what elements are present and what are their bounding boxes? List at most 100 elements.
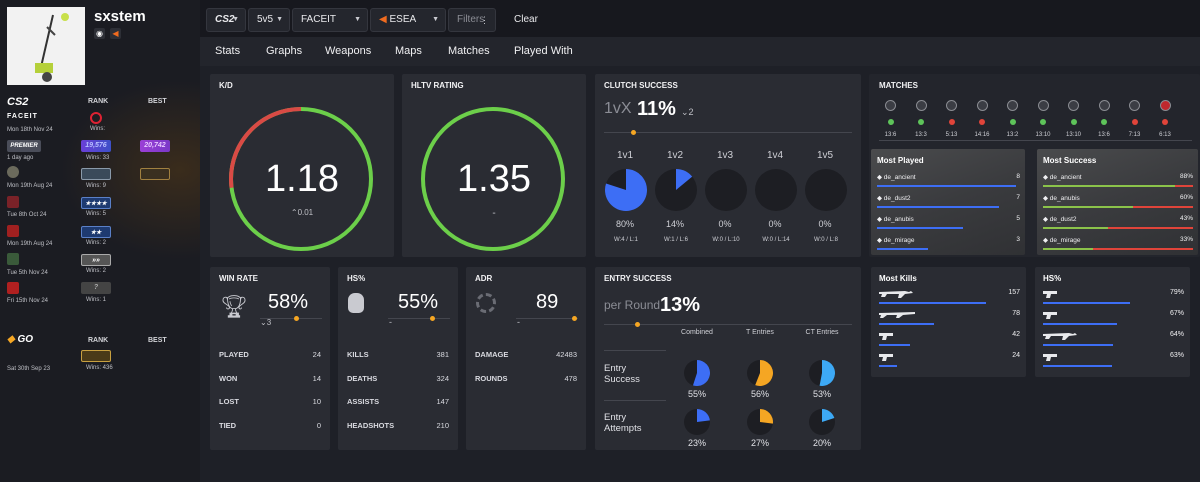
- map-row[interactable]: ◆ de_ancient 8: [877, 173, 1020, 187]
- map-value: 33%: [1179, 236, 1193, 243]
- clutch-pct: 0%: [718, 219, 732, 229]
- weapon-bar: [1043, 344, 1114, 346]
- weapon-row[interactable]: 64%: [1043, 331, 1184, 346]
- map-bar: [877, 248, 929, 250]
- match-result-dot: [1101, 119, 1107, 125]
- faceit-level-icon: [90, 112, 102, 124]
- premier-best-badge: 20,742: [140, 140, 170, 152]
- hs-weapons-title: HS%: [1043, 274, 1062, 283]
- match-map-icon[interactable]: [1159, 100, 1171, 111]
- adr-icon: [476, 293, 496, 313]
- map-row[interactable]: ◆ de_dust2 43%: [1043, 215, 1193, 229]
- weapon-row[interactable]: 63%: [1043, 352, 1184, 367]
- entry-pct: 56%: [750, 389, 769, 399]
- weapon-row[interactable]: 157: [879, 289, 1020, 304]
- usp-icon-shape: [1043, 312, 1057, 319]
- weapon-row[interactable]: 24: [879, 352, 1020, 367]
- weapon-icon: [1043, 310, 1083, 319]
- csgo-label: ◆ GO: [7, 334, 33, 345]
- entry-row-label: Entry Attempts: [604, 412, 642, 434]
- adr-delta: -: [517, 317, 520, 327]
- map-bar-loss: [1175, 185, 1193, 187]
- match-score: 13:10: [1035, 132, 1051, 138]
- map-row[interactable]: ◆ de_mirage 33%: [1043, 236, 1193, 250]
- tab-matches[interactable]: Matches: [448, 45, 490, 57]
- entry-pie-wrap: [747, 409, 773, 435]
- tab-stats[interactable]: Stats: [215, 45, 241, 57]
- match-map-icon[interactable]: [1037, 100, 1049, 111]
- map-row[interactable]: ◆ de_dust2 7: [877, 194, 1020, 208]
- map-value: 60%: [1179, 194, 1193, 201]
- entry-value: 13%: [660, 294, 701, 316]
- map-icon: [7, 282, 19, 294]
- game-select[interactable]: CS2 ▼: [206, 8, 246, 32]
- chevron-down-icon: ▼: [354, 16, 361, 23]
- mode-select[interactable]: 5v5 ▼: [248, 8, 290, 32]
- map-bar: [1043, 248, 1093, 250]
- clutch-delta: ⌄2: [681, 107, 694, 118]
- map-row[interactable]: ◆ de_anubis 60%: [1043, 194, 1193, 208]
- match-map-icon[interactable]: [976, 100, 988, 111]
- tab-graphs[interactable]: Graphs: [266, 45, 303, 57]
- league-select[interactable]: ◀ ESEA ▼: [370, 8, 446, 32]
- clear-button[interactable]: Clear: [514, 14, 538, 25]
- entry-pie: [809, 360, 835, 386]
- match-map-icon[interactable]: [1068, 100, 1079, 111]
- stat-label: DAMAGE: [475, 350, 509, 359]
- entry-pie-wrap: [747, 360, 773, 386]
- filter-bar: CS2 ▼ 5v5 ▼ FACEIT ▼ ◀ ESEA ▼ Filters ⋮ Clear: [200, 0, 1200, 37]
- weapon-row[interactable]: 79%: [1043, 289, 1184, 304]
- faceit-icon[interactable]: ◀: [110, 28, 121, 39]
- marker-dot: [572, 316, 577, 321]
- arrow-down-icon: ⌄: [681, 107, 689, 117]
- row-wins: Wins: 1: [86, 297, 107, 303]
- map-row[interactable]: ◆ de_mirage 3: [877, 236, 1020, 250]
- avatar[interactable]: [7, 7, 85, 85]
- deagle-icon-shape: [1043, 291, 1057, 298]
- map-value: 88%: [1179, 173, 1193, 180]
- stat-value: 147: [436, 397, 449, 406]
- clutch-record: W:4 / L:1: [614, 237, 638, 243]
- best-badge: [140, 168, 170, 180]
- stat-row: KILLS 381: [347, 350, 449, 362]
- match-map-icon[interactable]: [885, 100, 896, 111]
- tab-maps[interactable]: Maps: [395, 45, 422, 57]
- match-map-icon[interactable]: [1098, 100, 1110, 111]
- most-kills-card: Most Kills 157 78 42 24: [871, 267, 1026, 377]
- map-value: 7: [1016, 194, 1020, 201]
- clutch-delta-value: 2: [688, 107, 694, 117]
- tab-played-with[interactable]: Played With: [514, 45, 573, 57]
- clutch-record: W:0 / L:10: [712, 237, 740, 243]
- steam-icon[interactable]: ◉: [94, 28, 105, 39]
- stat-label: HEADSHOTS: [347, 420, 395, 430]
- weapon-row[interactable]: 67%: [1043, 310, 1184, 325]
- weapon-row[interactable]: 42: [879, 331, 1020, 346]
- weapon-icon: [1043, 331, 1083, 340]
- match-map-icon[interactable]: [946, 100, 957, 111]
- match-map-icon[interactable]: [915, 100, 927, 111]
- tab-weapons[interactable]: Weapons: [325, 45, 372, 57]
- match-map-icon[interactable]: [1129, 100, 1140, 111]
- match-map-icon[interactable]: [1007, 100, 1018, 111]
- stat-row: DAMAGE 42483: [475, 350, 577, 362]
- entry-pie-wrap: [809, 360, 835, 386]
- filters-button[interactable]: Filters ⋮: [448, 8, 496, 32]
- match-result-dot: [1131, 119, 1138, 125]
- weapon-row[interactable]: 78: [879, 310, 1020, 325]
- match-score: 13:3: [915, 132, 927, 138]
- map-row[interactable]: ◆ de_anubis 5: [877, 215, 1020, 229]
- map-row[interactable]: ◆ de_ancient 88%: [1043, 173, 1193, 187]
- map-name: ◆ de_ancient: [1043, 174, 1082, 181]
- stat-label: WON: [219, 373, 238, 383]
- map-bar-loss: [1133, 206, 1193, 208]
- hs-weapons-card: HS% 79% 67% 64% 63%: [1035, 267, 1190, 377]
- clutch-pie-wrap: [705, 169, 747, 211]
- entry-pct: 23%: [687, 438, 706, 448]
- platform-select[interactable]: FACEIT ▼: [292, 8, 368, 32]
- ak47-icon-shape: [879, 291, 913, 298]
- entry-pie: [747, 360, 773, 386]
- trophy-icon: 🏆︎: [220, 294, 248, 319]
- stat-row: WON 14: [219, 374, 321, 386]
- stat-row: PLAYED 24: [219, 350, 321, 362]
- stat-value: 24: [312, 350, 321, 359]
